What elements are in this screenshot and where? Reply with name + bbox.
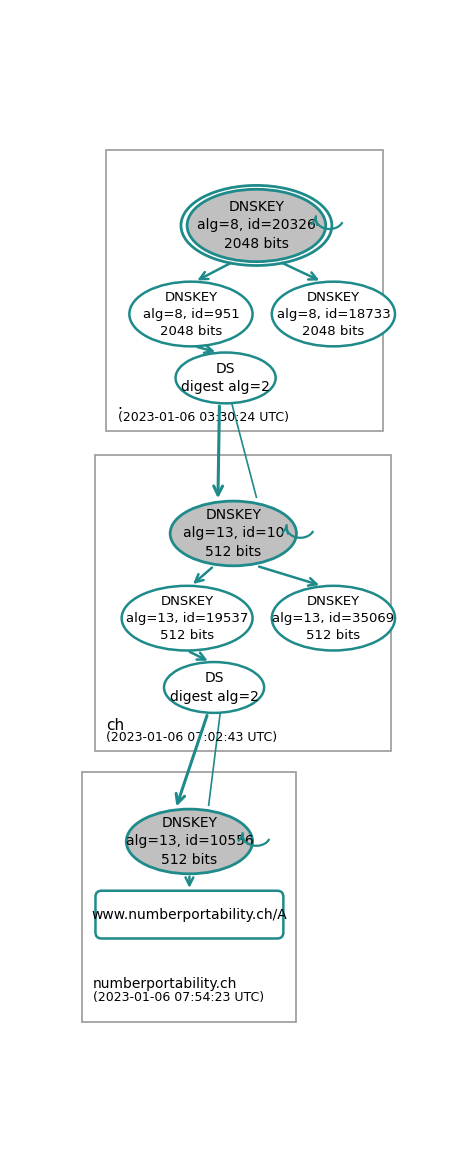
FancyBboxPatch shape (96, 890, 284, 938)
Text: DNSKEY
alg=8, id=18733
2048 bits: DNSKEY alg=8, id=18733 2048 bits (276, 291, 390, 338)
Ellipse shape (170, 501, 296, 565)
Text: DNSKEY
alg=13, id=19537
512 bits: DNSKEY alg=13, id=19537 512 bits (126, 595, 248, 642)
Text: DNSKEY
alg=13, id=10556
512 bits: DNSKEY alg=13, id=10556 512 bits (126, 816, 253, 867)
Text: DNSKEY
alg=13, id=35069
512 bits: DNSKEY alg=13, id=35069 512 bits (272, 595, 395, 642)
Bar (95, 455, 391, 752)
Ellipse shape (130, 282, 252, 346)
Text: .: . (118, 398, 122, 413)
Text: (2023-01-06 03:30:24 UTC): (2023-01-06 03:30:24 UTC) (118, 411, 289, 425)
Bar (81, 772, 296, 1023)
Text: www.numberportability.ch/A: www.numberportability.ch/A (91, 908, 287, 922)
Ellipse shape (176, 353, 276, 404)
Ellipse shape (122, 585, 252, 651)
Text: (2023-01-06 07:54:23 UTC): (2023-01-06 07:54:23 UTC) (93, 991, 264, 1004)
Ellipse shape (272, 282, 395, 346)
Text: numberportability.ch: numberportability.ch (93, 977, 237, 991)
Ellipse shape (187, 189, 326, 262)
Text: DNSKEY
alg=13, id=10
512 bits: DNSKEY alg=13, id=10 512 bits (183, 508, 284, 558)
Text: DNSKEY
alg=8, id=951
2048 bits: DNSKEY alg=8, id=951 2048 bits (143, 291, 239, 338)
Text: (2023-01-06 07:02:43 UTC): (2023-01-06 07:02:43 UTC) (106, 731, 277, 745)
Ellipse shape (272, 585, 395, 651)
Bar (106, 150, 383, 430)
Text: DS
digest alg=2: DS digest alg=2 (181, 361, 270, 394)
Text: DS
digest alg=2: DS digest alg=2 (170, 671, 259, 704)
Ellipse shape (126, 809, 252, 874)
Text: ch: ch (106, 718, 124, 733)
Text: DNSKEY
alg=8, id=20326
2048 bits: DNSKEY alg=8, id=20326 2048 bits (197, 201, 316, 251)
Ellipse shape (164, 662, 264, 713)
